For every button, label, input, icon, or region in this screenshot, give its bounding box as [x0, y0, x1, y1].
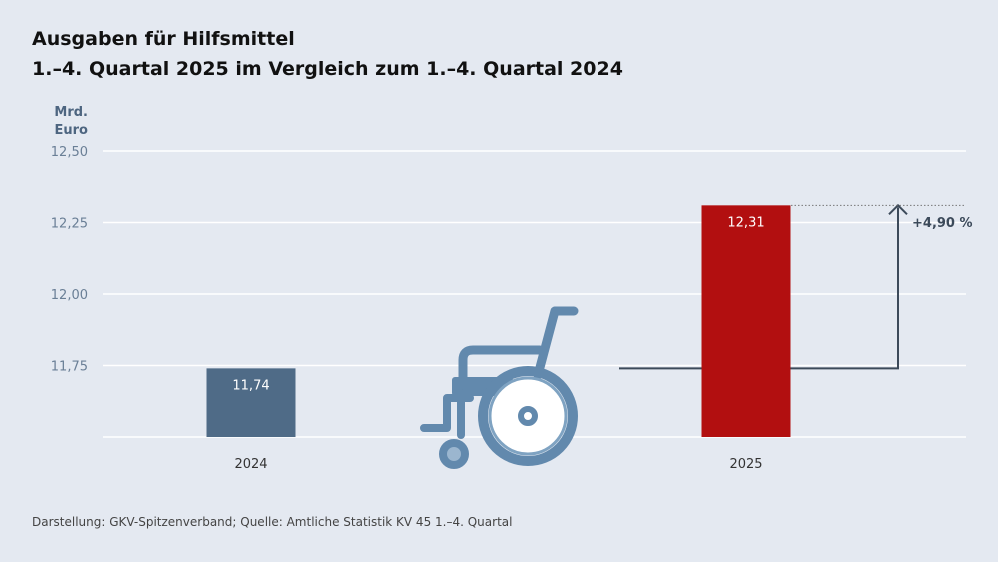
data-label: 12,31: [727, 215, 764, 230]
x-tick-label: 2025: [729, 457, 762, 472]
x-tick-label: 2024: [234, 457, 267, 472]
y-tick-label: 12,25: [51, 217, 88, 232]
y-tick-label: 12,50: [51, 145, 88, 160]
y-axis-label-line-1: Mrd.: [54, 105, 88, 120]
bar-2025: [701, 205, 791, 437]
y-tick-label: 11,75: [51, 360, 88, 375]
source-note: Darstellung: GKV-Spitzenverband; Quelle:…: [32, 515, 513, 529]
chart-title: Ausgaben für Hilfsmittel: [32, 28, 295, 50]
wheelchair-icon: [420, 306, 579, 469]
bar-2024: [206, 368, 296, 437]
change-annotation: +4,90 %: [912, 216, 973, 231]
data-label: 11,74: [232, 378, 269, 393]
y-tick-label: 12,00: [51, 288, 88, 303]
y-axis-label: Mrd. Euro: [40, 104, 88, 140]
chart-subtitle: 1.–4. Quartal 2025 im Vergleich zum 1.–4…: [32, 58, 623, 80]
arrow-up-icon: [888, 203, 908, 216]
y-axis-label-line-2: Euro: [54, 123, 88, 138]
